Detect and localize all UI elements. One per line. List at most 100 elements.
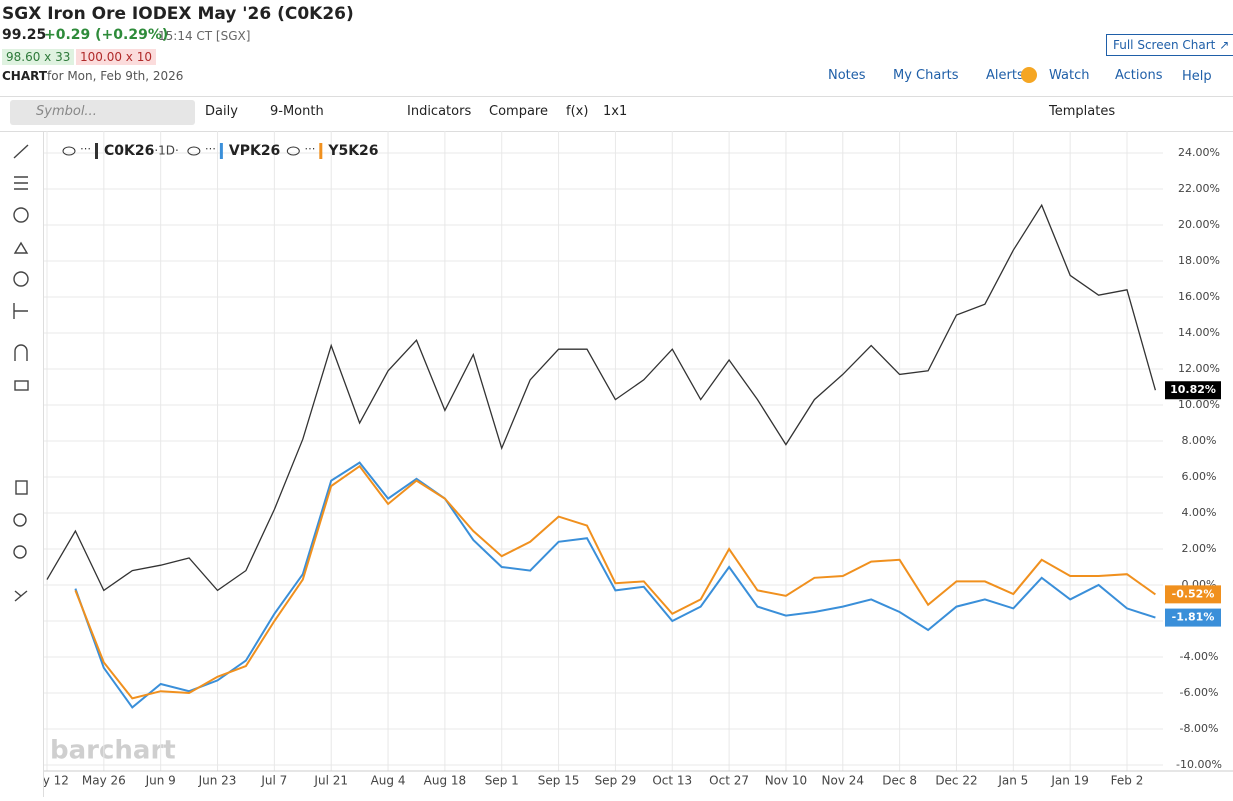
y-tick-label: 18.00%	[1178, 254, 1220, 267]
x-tick-label: Sep 15	[538, 774, 580, 788]
shape-tool[interactable]	[13, 207, 29, 223]
note-tool[interactable]	[13, 271, 29, 287]
alert-icon	[1021, 67, 1037, 83]
symbol-input[interactable]	[10, 100, 195, 125]
indicators[interactable]: Indicators	[407, 104, 472, 119]
fib-tool[interactable]	[14, 176, 28, 190]
last-value-label: 10.82%	[1170, 383, 1216, 396]
zoom-out[interactable]	[13, 545, 27, 559]
y-tick-label: -6.00%	[1180, 686, 1219, 699]
zoom-in[interactable]	[13, 513, 27, 527]
line-tool[interactable]	[13, 144, 29, 159]
watch[interactable]: Watch	[1049, 68, 1090, 83]
y-tick-label: 24.00%	[1178, 146, 1220, 159]
last-value-box	[1165, 585, 1221, 604]
series-line	[74, 464, 1156, 700]
time: 15:14 CT [SGX]	[158, 29, 251, 43]
y-tick-label: 8.00%	[1182, 434, 1217, 447]
notes[interactable]: Notes	[828, 68, 866, 83]
y-tick-label: 20.00%	[1178, 218, 1220, 231]
y-tick-label: 16.00%	[1178, 290, 1220, 303]
x-tick-label: May 12	[44, 774, 69, 788]
x-tick-label: Jan 5	[997, 774, 1028, 788]
y-tick-label: -8.00%	[1180, 722, 1219, 735]
x-tick-label: Jun 23	[198, 774, 237, 788]
help[interactable]: Help	[1182, 69, 1212, 84]
legend-eye	[62, 146, 76, 156]
collapse[interactable]	[14, 590, 28, 602]
x-tick-label: Oct 13	[652, 774, 692, 788]
x-tick-label: Jul 7	[260, 774, 287, 788]
y-tick-label: 10.00%	[1178, 398, 1220, 411]
chart-word: CHART	[2, 69, 48, 83]
x-tick-label: Nov 10	[765, 774, 808, 788]
layout[interactable]: 1x1	[603, 104, 628, 119]
ask: 100.00 x 10	[76, 49, 156, 65]
legend-name: Y5K26	[327, 143, 378, 159]
x-tick-label: Sep 29	[595, 774, 637, 788]
lock[interactable]	[14, 380, 29, 391]
series-line	[46, 203, 1157, 592]
last-value-label: -1.81%	[1172, 611, 1215, 624]
title: SGX Iron Ore IODEX May '26 (C0K26)	[2, 4, 354, 24]
bid: 98.60 x 33	[2, 49, 75, 65]
range[interactable]: 9-Month	[270, 104, 324, 119]
legend-dots: ⋯	[205, 142, 216, 155]
legend-eye	[187, 146, 201, 156]
alerts[interactable]: Alerts	[986, 68, 1024, 83]
legend-interval: ·1D·	[154, 144, 179, 158]
x-tick-label: Feb 2	[1111, 774, 1144, 788]
arrow-tool[interactable]	[13, 241, 29, 254]
y-tick-label: 6.00%	[1182, 470, 1217, 483]
y-tick-label: -10.00%	[1176, 758, 1222, 771]
interval[interactable]: Daily	[205, 104, 238, 119]
last-value-box	[1165, 608, 1221, 627]
my-charts[interactable]: My Charts	[893, 68, 959, 83]
toolbar	[0, 96, 1233, 132]
sidebar	[0, 131, 44, 797]
series-line	[74, 461, 1156, 709]
price: 99.25	[2, 27, 47, 43]
x-tick-label: Oct 27	[709, 774, 749, 788]
x-tick-label: Jun 9	[145, 774, 176, 788]
full-screen-button[interactable]: Full Screen Chart ↗	[1106, 34, 1233, 56]
legend-dots: ⋯	[304, 142, 315, 155]
x-tick-label: Dec 8	[882, 774, 917, 788]
watermark: barchart	[50, 736, 176, 766]
compare[interactable]: Compare	[489, 104, 548, 119]
legend-swatch	[95, 143, 98, 159]
magnet[interactable]	[14, 344, 28, 361]
templates[interactable]: Templates	[1049, 104, 1116, 119]
y-tick-label: 2.00%	[1182, 542, 1217, 555]
legend-swatch	[219, 143, 223, 159]
change: +0.29 (+0.29%)	[44, 27, 169, 43]
last-value-label: -0.52%	[1172, 587, 1215, 600]
legend-name: C0K26	[104, 143, 154, 159]
x-tick-label: Dec 22	[935, 774, 977, 788]
y-tick-label: 12.00%	[1178, 362, 1220, 375]
x-tick-label: Aug 18	[424, 774, 467, 788]
x-tick-label: May 26	[82, 774, 126, 788]
x-tick-label: Jan 19	[1050, 774, 1089, 788]
x-tick-label: Sep 1	[485, 774, 519, 788]
last-value-box	[1165, 381, 1221, 400]
legend-name: VPK26	[229, 143, 280, 159]
chart-date: for Mon, Feb 9th, 2026	[47, 69, 184, 83]
x-tick-label: Aug 4	[371, 774, 406, 788]
actions[interactable]: Actions	[1115, 68, 1163, 83]
y-tick-label: 14.00%	[1178, 326, 1220, 339]
y-tick-label: 4.00%	[1182, 506, 1217, 519]
y-tick-label: 22.00%	[1178, 182, 1220, 195]
x-tick-label: Nov 24	[822, 774, 865, 788]
symbol-placeholder: Symbol...	[36, 104, 97, 119]
sidebar-icons	[13, 144, 29, 602]
legend-swatch	[319, 143, 323, 159]
legend-eye	[286, 146, 300, 156]
fx[interactable]: f(x)	[566, 104, 589, 119]
legend-dots: ⋯	[80, 142, 91, 155]
measure-tool[interactable]	[13, 303, 28, 319]
y-tick-label: -4.00%	[1180, 650, 1219, 663]
trash[interactable]	[15, 480, 28, 495]
chart: barchart 24.00% 22.00% 20.00% 18.00% 16.00% 14…	[44, 131, 1233, 788]
